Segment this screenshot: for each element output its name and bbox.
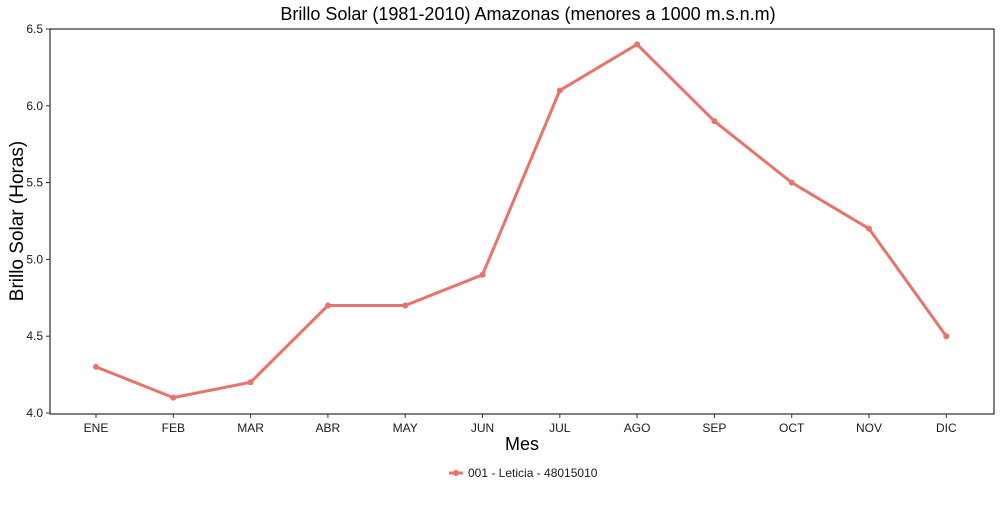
x-tick-label: MAR [237,421,264,435]
x-tick-label: DIC [936,421,957,435]
x-tick-label: SEP [702,421,726,435]
data-point [402,302,409,309]
legend-label: 001 - Leticia - 48015010 [468,466,598,480]
data-point [866,225,872,232]
x-tick-label: NOV [856,421,882,435]
data-point [324,302,331,309]
data-point [556,87,563,94]
x-axis-title: Mes [505,434,539,454]
data-point [247,379,254,386]
series-line [94,42,948,400]
y-tick-label: 6.5 [26,22,43,36]
y-tick-label: 4.5 [26,329,43,343]
data-point [634,41,641,48]
y-tick-label: 5.5 [26,176,43,190]
data-point [711,118,718,125]
chart-title: Brillo Solar (1981-2010) Amazonas (menor… [280,4,775,24]
x-tick-label: OCT [779,421,805,435]
x-tick-label: JUL [549,421,571,435]
data-point [93,363,99,370]
x-tick-label: ABR [316,421,341,435]
x-tick-label: FEB [162,421,185,435]
y-tick-label: 6.0 [26,99,43,113]
legend-point-swatch [453,470,459,476]
x-tick-label: JUN [471,421,494,435]
y-axis-title: Brillo Solar (Horas) [7,141,28,301]
data-point [788,179,795,186]
legend: 001 - Leticia - 48015010 [449,466,598,480]
y-tick-label: 5.0 [26,252,43,266]
y-tick-label: 4.0 [26,406,43,420]
x-tick-label: AGO [624,421,651,435]
x-tick-label: ENE [84,421,109,435]
data-point [170,394,177,401]
series-layer [93,41,950,401]
x-axis: ENE FEB MAR ABR MAY JUN JUL AGO SEP OCT NOV DIC [84,414,957,435]
data-point [479,271,486,278]
data-point [943,333,950,340]
y-axis: 4.0 4.5 5.0 5.5 6.0 6.5 [26,22,50,420]
plot-panel [49,28,995,415]
x-tick-label: MAY [393,421,418,435]
